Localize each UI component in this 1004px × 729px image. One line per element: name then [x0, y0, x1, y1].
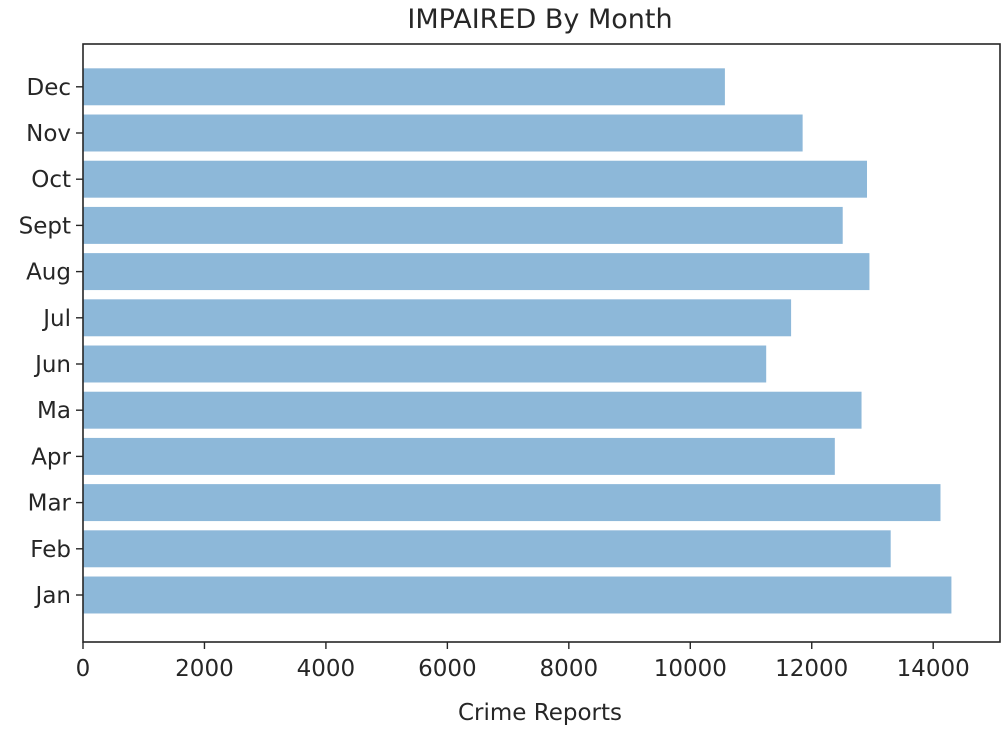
- y-tick-label-oct: Oct: [31, 167, 71, 193]
- bar-jul: [83, 299, 792, 337]
- bar-aug: [83, 253, 870, 291]
- y-axis: Jan Feb Mar Apr Ma Jun Jul Aug Sept Oct Nov Dec: [19, 75, 83, 609]
- bar-jun: [83, 345, 767, 383]
- y-tick-label-feb: Feb: [30, 537, 71, 563]
- chart-title: IMPAIRED By Month: [407, 4, 672, 35]
- bar-mar: [83, 484, 941, 522]
- y-tick-label-dec: Dec: [26, 75, 71, 101]
- y-tick-label-jun: Jun: [33, 352, 71, 378]
- bar-dec: [83, 68, 725, 106]
- y-tick-label-aug: Aug: [26, 260, 71, 286]
- x-tick-label-6000: 6000: [418, 656, 477, 682]
- x-tick-label-2000: 2000: [175, 656, 234, 682]
- bar-apr: [83, 437, 835, 475]
- x-tick-label-10000: 10000: [654, 656, 727, 682]
- bar-feb: [83, 530, 891, 568]
- x-axis: 0 2000 4000 6000 8000 10000 12000 14000: [76, 642, 970, 682]
- bar-sept: [83, 206, 843, 244]
- bars-group: [83, 68, 952, 614]
- y-tick-label-sept: Sept: [19, 213, 71, 239]
- x-tick-label-14000: 14000: [897, 656, 970, 682]
- y-tick-label-mar: Mar: [28, 491, 72, 517]
- bar-oct: [83, 160, 868, 198]
- bar-nov: [83, 114, 803, 152]
- y-tick-label-apr: Apr: [31, 444, 71, 470]
- y-tick-label-jul: Jul: [41, 306, 71, 332]
- bar-jan: [83, 576, 952, 614]
- y-tick-label-jan: Jan: [34, 583, 71, 609]
- x-axis-label: Crime Reports: [458, 700, 622, 726]
- plot-frame: [82, 43, 1001, 643]
- y-tick-label-nov: Nov: [26, 121, 71, 147]
- x-tick-label-0: 0: [76, 656, 91, 682]
- x-tick-label-12000: 12000: [775, 656, 848, 682]
- y-tick-label-ma: Ma: [37, 398, 71, 424]
- x-tick-label-4000: 4000: [297, 656, 356, 682]
- x-tick-label-8000: 8000: [540, 656, 599, 682]
- bar-ma: [83, 391, 862, 429]
